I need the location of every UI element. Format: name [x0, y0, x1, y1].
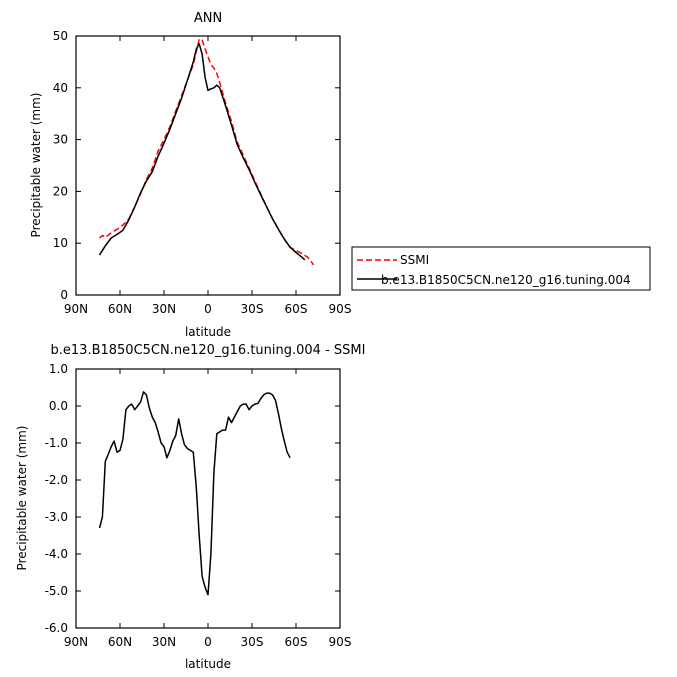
y-tick-label: -3.0	[45, 510, 68, 524]
axes: 90N 60N 30N 0 30S 60S 90S 0 10 20 30 40 50	[53, 29, 352, 316]
y-tick-label: 40	[53, 81, 68, 95]
difference-chart: b.e13.B1850C5CN.ne120_g16.tuning.004 - S…	[15, 343, 365, 671]
y-tick-label: 0.0	[49, 399, 68, 413]
x-tick-label: 90S	[329, 635, 352, 649]
y-axis-label: Precipitable water (mm)	[15, 426, 29, 571]
y-tick-label: 0	[60, 288, 68, 302]
x-tick-label: 60S	[285, 635, 308, 649]
plot-area	[98, 391, 291, 596]
x-axis-label: latitude	[185, 325, 231, 339]
y-tick-label: -6.0	[45, 621, 68, 635]
x-tick-label: 90N	[64, 635, 88, 649]
x-tick-label: 60N	[108, 302, 132, 316]
y-tick-label: 30	[53, 133, 68, 147]
chart-title: ANN	[194, 11, 222, 26]
chart-title: b.e13.B1850C5CN.ne120_g16.tuning.004 - S…	[51, 343, 366, 358]
plot-area	[98, 38, 315, 266]
y-tick-label: 20	[53, 184, 68, 198]
plot-frame	[75, 35, 341, 296]
mean-precipitable-water-chart: ANN Precipitable water (mm) latitude 90N…	[29, 11, 351, 339]
legend-box	[351, 246, 651, 291]
x-tick-label: 0	[204, 635, 212, 649]
x-tick-label: 30S	[241, 302, 264, 316]
plot-frame	[75, 368, 341, 629]
series-line-1	[98, 43, 306, 261]
x-tick-label: 90N	[64, 302, 88, 316]
x-tick-label: 60S	[285, 302, 308, 316]
x-tick-label: 30N	[152, 635, 176, 649]
y-tick-label: 10	[53, 236, 68, 250]
y-tick-label: -2.0	[45, 473, 68, 487]
x-tick-label: 30N	[152, 302, 176, 316]
y-tick-label: -5.0	[45, 584, 68, 598]
x-tick-label: 0	[204, 302, 212, 316]
x-tick-label: 30S	[241, 635, 264, 649]
y-axis-label: Precipitable water (mm)	[29, 93, 43, 238]
y-tick-label: 50	[53, 29, 68, 43]
x-tick-label: 60N	[108, 635, 132, 649]
series-line-0	[98, 391, 291, 596]
y-tick-label: -4.0	[45, 547, 68, 561]
legend-model-label: b.e13.B1850C5CN.ne120_g16.tuning.004	[381, 273, 631, 287]
x-tick-label: 90S	[329, 302, 352, 316]
x-axis-label: latitude	[185, 657, 231, 671]
legend: SSMI b.e13.B1850C5CN.ne120_g16.tuning.00…	[351, 246, 651, 291]
y-tick-label: -1.0	[45, 436, 68, 450]
y-tick-label: 1.0	[49, 362, 68, 376]
legend-ssmi-label: SSMI	[400, 253, 429, 267]
series-line-0	[98, 38, 315, 266]
axes: 90N 60N 30N 0 30S 60S 90S 1.0 0.0 -1.0 -2.0 -3.0 -4.…	[45, 362, 352, 649]
